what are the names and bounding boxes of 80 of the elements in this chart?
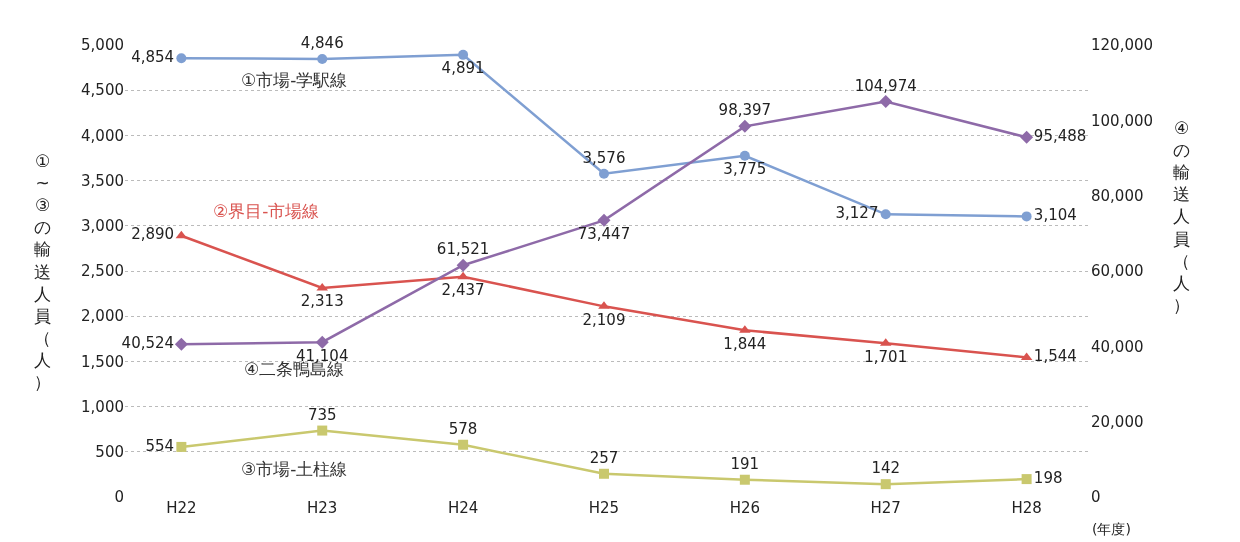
data-label: 578 — [448, 419, 478, 438]
text: ①~③の輸送人員（人） — [34, 151, 51, 392]
point — [598, 168, 609, 179]
point — [316, 282, 328, 291]
x-tick-label: H28 — [1011, 499, 1042, 517]
data-label: 4,854 — [131, 47, 175, 66]
data-label: 2,313 — [300, 292, 344, 311]
point — [738, 119, 752, 133]
y-tick-label: 1,000 — [81, 397, 124, 416]
data-label: 257 — [589, 448, 619, 467]
y2-tick-label: 120,000 — [1091, 36, 1154, 55]
point — [1021, 211, 1032, 222]
y-tick-label: 5,000 — [81, 36, 124, 55]
data-label: 198 — [1033, 468, 1063, 487]
point — [457, 271, 469, 280]
series-label: ③市場-土柱線 — [241, 459, 348, 479]
point — [317, 425, 328, 436]
data-label: 3,775 — [723, 160, 767, 179]
data-label: 2,437 — [441, 281, 485, 300]
y-tick-label: 1,500 — [81, 352, 124, 371]
series-label: ①市場-学駅線 — [241, 70, 348, 90]
point — [317, 53, 328, 64]
point — [458, 49, 469, 60]
point — [456, 258, 470, 272]
point — [176, 441, 187, 452]
y2-tick-label: 60,000 — [1091, 262, 1144, 281]
x-tick-label: H22 — [166, 499, 197, 517]
y-tick-label: 3,000 — [81, 217, 124, 236]
point — [739, 150, 750, 161]
data-label: 98,397 — [718, 101, 772, 120]
data-label: 104,974 — [854, 76, 917, 95]
point — [176, 53, 187, 64]
data-label: 191 — [730, 454, 760, 473]
point — [1021, 474, 1032, 485]
point — [739, 474, 750, 485]
data-label: 40,524 — [121, 334, 175, 353]
data-label: 1,544 — [1033, 347, 1077, 366]
y-tick-label: 3,500 — [81, 171, 124, 190]
data-label: 3,104 — [1033, 206, 1077, 225]
point — [598, 468, 609, 479]
point — [880, 479, 891, 490]
x-tick-label: H25 — [588, 499, 620, 517]
y-tick-label: 2,500 — [81, 262, 124, 281]
data-label: 4,846 — [300, 33, 344, 52]
point — [315, 335, 329, 349]
x-tick-label: H27 — [870, 499, 901, 517]
data-label: 61,521 — [436, 240, 490, 259]
y2-tick-label: 80,000 — [1091, 186, 1144, 205]
data-label: 2,109 — [582, 310, 626, 329]
y-tick-label: 4,500 — [81, 81, 124, 100]
point — [880, 209, 891, 220]
point — [597, 213, 611, 227]
y-tick-label: 2,000 — [81, 307, 124, 326]
data-label: 73,447 — [577, 224, 631, 243]
data-label: 2,890 — [131, 225, 175, 244]
y2-tick-label: 100,000 — [1091, 111, 1154, 130]
y-tick-label: 4,000 — [81, 126, 124, 145]
data-label: 3,576 — [582, 148, 626, 167]
data-label: 554 — [145, 436, 175, 455]
y-tick-label: 500 — [95, 443, 124, 462]
x-tick-label: H26 — [729, 499, 761, 517]
y2-tick-label: 40,000 — [1091, 337, 1144, 356]
data-label: 3,127 — [835, 204, 879, 223]
point — [1020, 130, 1034, 144]
data-label: 95,488 — [1033, 127, 1087, 146]
y-tick-label: 0 — [114, 488, 124, 507]
y2-tick-label: 0 — [1091, 488, 1101, 507]
data-label: 1,701 — [864, 347, 908, 366]
data-label: 1,844 — [723, 334, 767, 353]
x-tick-label: H23 — [307, 499, 338, 517]
data-label: 735 — [307, 405, 337, 424]
series-label: ②界目-市場線 — [213, 201, 320, 221]
point — [174, 337, 188, 351]
point — [879, 95, 893, 109]
text: ④の輸送人員（人） — [1173, 118, 1190, 315]
data-label: 142 — [871, 459, 901, 478]
x-axis-title: (年度) — [1092, 521, 1131, 537]
y2-tick-label: 20,000 — [1091, 412, 1144, 431]
x-tick-label: H24 — [447, 499, 479, 517]
point — [458, 439, 469, 450]
